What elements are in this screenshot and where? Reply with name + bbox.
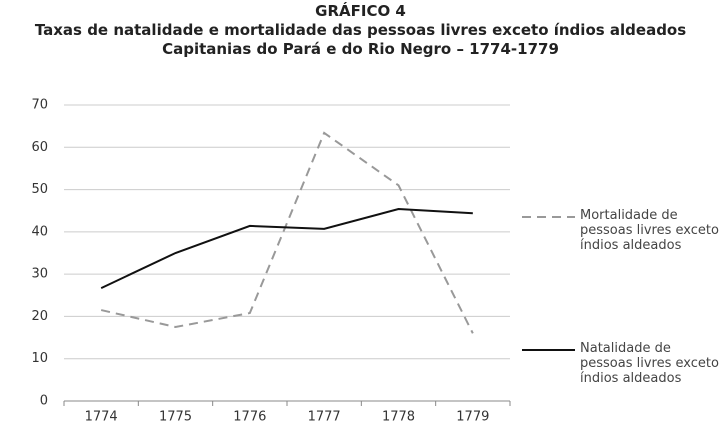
y-tick-label: 20 <box>31 309 48 324</box>
x-tick-label: 1774 <box>85 410 118 423</box>
series-line <box>100 208 473 290</box>
legend-label: Natalidade de pessoas livres exceto índi… <box>580 341 719 386</box>
chart-title: GRÁFICO 4 <box>315 2 406 20</box>
y-tick-label: 50 <box>31 182 48 197</box>
y-tick-label: 40 <box>31 224 48 239</box>
y-tick-label: 0 <box>40 394 48 409</box>
x-tick-label: 1778 <box>382 410 415 423</box>
chart-subtitle: Capitanias do Pará e do Rio Negro – 1774… <box>162 40 559 58</box>
y-tick-label: 30 <box>31 267 48 282</box>
y-tick-label: 10 <box>31 351 48 366</box>
chart-subtitle: Taxas de natalidade e mortalidade das pe… <box>34 21 687 39</box>
x-tick-label: 1779 <box>456 410 489 423</box>
series-line <box>100 131 474 334</box>
y-tick-label: 70 <box>31 98 48 113</box>
y-tick-label: 60 <box>31 140 48 155</box>
legend-label: Mortalidade de pessoas livres exceto índ… <box>580 208 719 253</box>
x-tick-label: 1775 <box>159 410 192 423</box>
x-tick-label: 1777 <box>308 410 341 423</box>
x-tick-label: 1776 <box>233 410 266 423</box>
